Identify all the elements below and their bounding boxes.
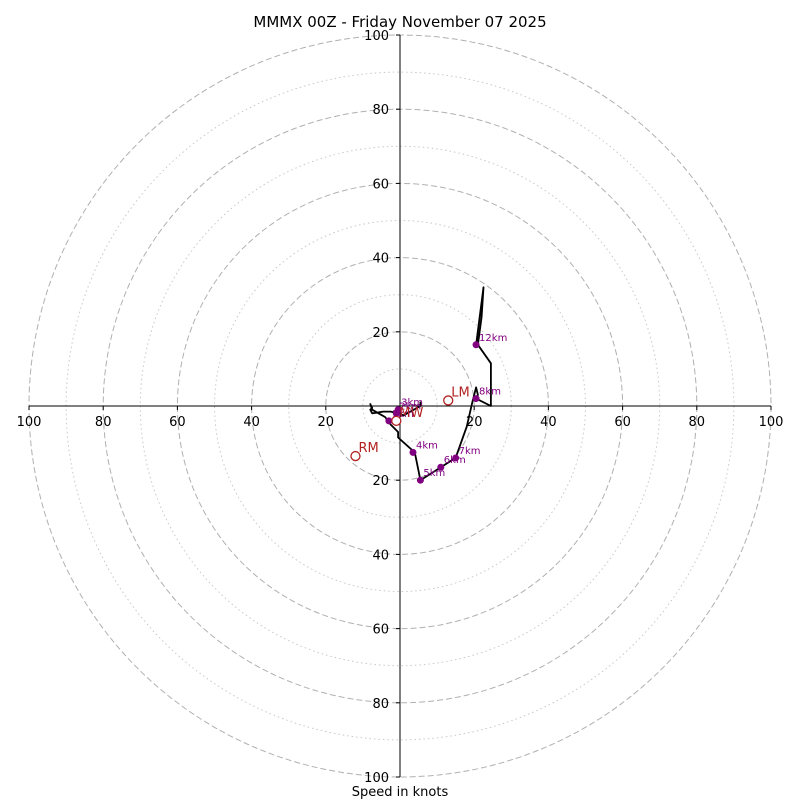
axes: [29, 35, 771, 777]
height-label-2km: 2km: [399, 401, 421, 412]
motion-marker-RM: [350, 450, 361, 462]
height-markers: 1km2km3km4km5km6km7km8km12km: [385, 333, 507, 484]
storm-motion-markers: LM RM MW: [350, 385, 470, 462]
height-label-12km: 12km: [479, 333, 507, 344]
motion-label-MW: MW: [399, 406, 423, 421]
height-label-8km: 8km: [479, 387, 501, 398]
chart-title: MMMX 00Z - Friday November 07 2025: [253, 13, 546, 31]
y-tick-label: 80: [372, 697, 389, 712]
motion-label-LM: LM: [451, 385, 469, 400]
x-tick-label: 60: [169, 415, 186, 430]
height-marker-12km: [472, 341, 480, 349]
x-tick-label: 80: [95, 415, 112, 430]
height-marker-7km: [452, 454, 460, 462]
x-tick-label: 20: [466, 415, 483, 430]
x-tick-labels: 100 80 60 40 20 20 40 60 80 100: [17, 406, 784, 430]
height-marker-5km: [416, 476, 424, 484]
x-tick-label: 60: [614, 415, 631, 430]
y-tick-label: 40: [372, 548, 389, 563]
y-tick-labels: 100 80 60 40 20 20 40 60 80 100: [364, 29, 400, 786]
x-tick-label: 80: [689, 415, 706, 430]
x-tick-label: 20: [318, 415, 335, 430]
x-tick-label: 100: [17, 415, 42, 430]
y-tick-label: 60: [372, 177, 389, 192]
motion-marker-LM: [443, 395, 454, 406]
motion-label-RM: RM: [358, 441, 378, 456]
x-tick-label: 100: [759, 415, 784, 430]
height-label-4km: 4km: [416, 440, 438, 451]
y-tick-label: 100: [364, 771, 389, 786]
x-tick-label: 40: [540, 415, 557, 430]
y-tick-label: 100: [364, 29, 389, 44]
y-tick-label: 20: [372, 474, 389, 489]
height-marker-6km: [437, 463, 445, 471]
y-tick-label: 80: [372, 103, 389, 118]
y-tick-label: 20: [372, 326, 389, 341]
x-axis-label: Speed in knots: [352, 785, 449, 800]
height-label-1km: 1km: [392, 409, 414, 420]
height-marker-8km: [472, 395, 480, 403]
height-marker-1km: [385, 417, 393, 425]
x-tick-label: 40: [243, 415, 260, 430]
height-label-3km: 3km: [401, 398, 423, 409]
height-label-7km: 7km: [459, 446, 481, 457]
y-tick-label: 60: [372, 623, 389, 638]
height-label-5km: 5km: [423, 468, 445, 479]
height-marker-3km: [394, 406, 402, 414]
y-tick-label: 40: [372, 252, 389, 267]
height-marker-4km: [409, 448, 417, 456]
motion-marker-MW: [391, 415, 402, 426]
